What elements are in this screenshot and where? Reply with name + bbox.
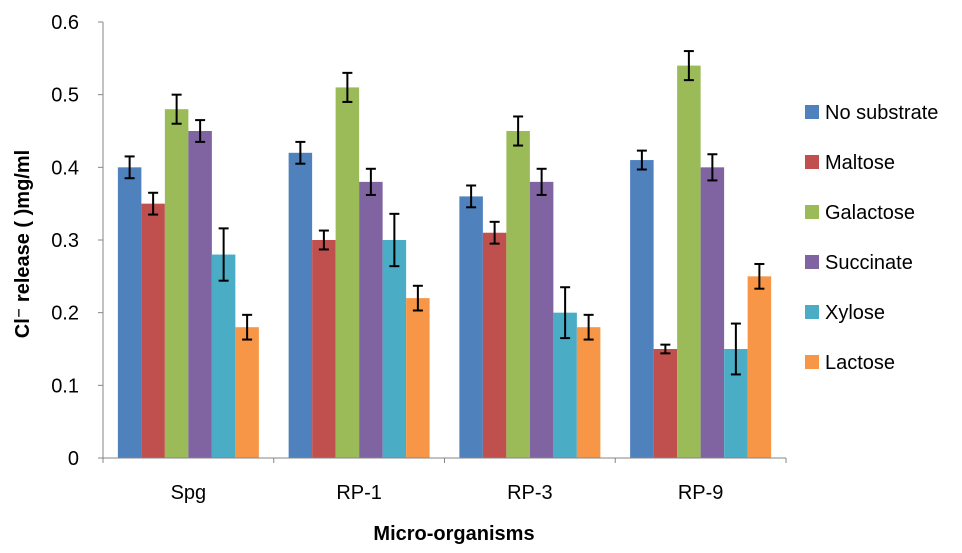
legend-item: Xylose	[805, 302, 885, 324]
legend-label: Xylose	[825, 302, 885, 324]
bar-RP-9-succinate	[700, 167, 725, 459]
bar-RP-9-lactose	[747, 276, 772, 458]
legend-item: Lactose	[805, 352, 895, 374]
bar-RP-1-lactose	[406, 298, 430, 458]
bar-RP-1-galactose	[335, 87, 360, 459]
bar-RP-3-galactose	[506, 131, 530, 458]
y-tick-label: 0.3	[51, 230, 79, 252]
error-bar	[536, 167, 547, 196]
error-bar	[730, 322, 741, 376]
bar-RP-9-galactose	[677, 65, 701, 458]
legend-item: Galactose	[805, 202, 915, 224]
legend-label: Succinate	[825, 252, 913, 274]
legend-item: Maltose	[805, 152, 895, 174]
legend-label: Maltose	[825, 152, 895, 174]
y-tick-label: 0.1	[51, 375, 79, 397]
legend-label: No substrate	[825, 102, 938, 124]
error-bar	[171, 93, 182, 125]
bar-Spg-no-substrate	[117, 167, 142, 459]
y-tick-label: 0.4	[51, 157, 79, 179]
y-tick-label: 0	[68, 448, 79, 470]
error-bar	[295, 140, 306, 165]
legend-swatch	[805, 105, 819, 119]
error-bar	[195, 119, 206, 143]
bar-RP-1-maltose	[312, 240, 336, 458]
error-bar	[412, 284, 423, 312]
x-category-label: RP-3	[507, 482, 553, 504]
legend-swatch	[805, 205, 819, 219]
legend-item: No substrate	[805, 102, 938, 124]
error-bar	[342, 71, 353, 103]
legend-label: Lactose	[825, 352, 895, 374]
bar-RP-9-no-substrate	[630, 160, 654, 459]
error-bar	[683, 50, 694, 82]
error-bar	[365, 167, 376, 196]
bar-RP-3-xylose	[553, 312, 577, 458]
bar-RP-3-succinate	[529, 181, 554, 458]
bar-Spg-maltose	[141, 203, 165, 458]
y-tick-label: 0.5	[51, 85, 79, 107]
x-axis-title: Micro-organisms	[373, 523, 534, 545]
bar-Spg-lactose	[235, 327, 259, 458]
error-bar	[513, 115, 524, 147]
error-bar	[148, 191, 159, 216]
bars-layer	[117, 65, 772, 459]
legend-swatch	[805, 305, 819, 319]
y-tick-labels: 0 0.1 0.2 0.3 0.4 0.5 0.6	[51, 12, 103, 470]
bar-RP-1-succinate	[359, 181, 383, 458]
bar-RP-9-xylose	[724, 349, 748, 458]
legend: No substrate Maltose Galactose Succinate Xyl…	[805, 102, 938, 374]
error-bar	[124, 155, 135, 180]
bar-RP-1-no-substrate	[288, 152, 313, 459]
error-bar	[318, 229, 329, 251]
error-bar	[754, 262, 765, 290]
x-category-label: RP-1	[336, 482, 382, 504]
error-bar	[707, 153, 718, 182]
error-bar	[660, 343, 671, 355]
bar-Spg-galactose	[164, 109, 189, 458]
error-bar	[636, 149, 647, 171]
y-tick-label: 0.6	[51, 12, 79, 34]
x-category-label: Spg	[171, 482, 207, 504]
error-bar	[466, 184, 477, 209]
legend-swatch	[805, 355, 819, 369]
y-tick-label: 0.2	[51, 303, 79, 325]
x-category-label: RP-9	[678, 482, 724, 504]
legend-swatch	[805, 155, 819, 169]
bar-Spg-succinate	[188, 131, 212, 458]
error-bar	[218, 227, 229, 282]
legend-swatch	[805, 255, 819, 269]
bar-RP-1-xylose	[382, 240, 407, 458]
error-bars-layer	[124, 50, 765, 376]
bar-Spg-xylose	[211, 254, 236, 458]
error-bar	[242, 313, 253, 341]
legend-label: Galactose	[825, 202, 915, 224]
bar-RP-3-maltose	[482, 232, 507, 458]
x-category-labels: Spg RP-1 RP-3 RP-9	[102, 458, 787, 504]
legend-item: Succinate	[805, 252, 913, 274]
error-bar	[489, 220, 500, 245]
error-bar	[389, 212, 400, 268]
bar-RP-3-no-substrate	[459, 196, 483, 458]
y-axis-title: Cl⁻ release ( )mg/ml	[12, 150, 34, 338]
bar-RP-3-lactose	[576, 327, 601, 458]
error-bar	[560, 286, 571, 340]
error-bar	[583, 313, 594, 341]
bar-RP-9-maltose	[653, 349, 678, 458]
